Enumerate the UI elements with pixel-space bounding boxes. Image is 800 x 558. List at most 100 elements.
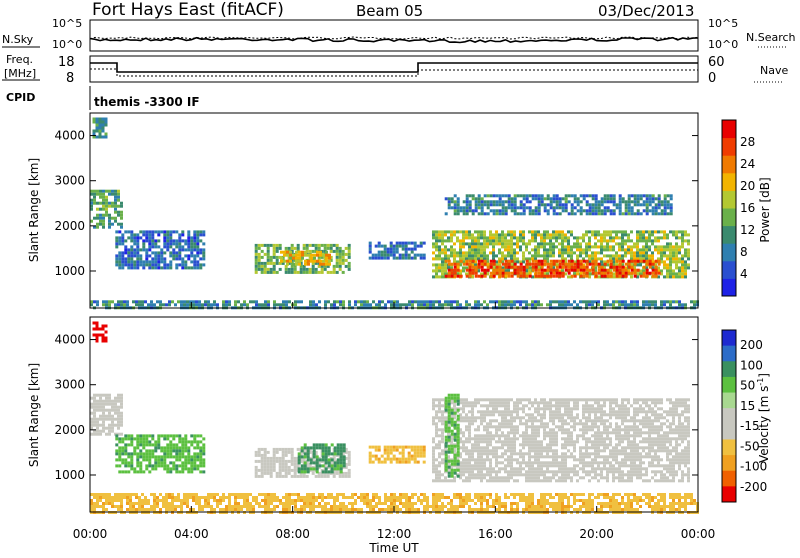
- power-cell-6: [483, 230, 486, 233]
- power-cell-9: [504, 300, 507, 303]
- power-cell-6: [621, 236, 624, 239]
- power-cell-4: [328, 254, 331, 257]
- power-cell-6: [687, 239, 690, 242]
- velocity-cell-6: [594, 470, 597, 473]
- velocity-cell-6: [561, 404, 564, 407]
- power-cell-9: [318, 300, 321, 303]
- power-cell-8: [607, 197, 610, 200]
- power-cell-3: [255, 268, 258, 271]
- velocity-cell-0: [108, 433, 111, 436]
- velocity-cell-6: [507, 440, 510, 443]
- power-cell-1: [99, 124, 102, 127]
- velocity-cell-6: [477, 461, 480, 464]
- velocity-cell-5: [420, 446, 423, 449]
- velocity-cell-6: [522, 452, 525, 455]
- power-cell-9: [411, 300, 414, 303]
- velocity-cell-2: [163, 464, 166, 467]
- power-cell-2: [127, 230, 130, 233]
- power-cell-6: [624, 239, 627, 242]
- power-cell-8: [466, 209, 469, 212]
- velocity-cell-6: [564, 407, 567, 410]
- power-cell-8: [610, 197, 613, 200]
- velocity-cell-6: [471, 446, 474, 449]
- power-cell-6: [681, 272, 684, 275]
- velocity-cell-6: [546, 401, 549, 404]
- velocity-cell-6: [534, 458, 537, 461]
- power-cell-9: [315, 303, 318, 306]
- velocity-cell-3: [264, 451, 267, 454]
- power-cell-3: [270, 262, 273, 265]
- velocity-cell-6: [588, 464, 591, 467]
- velocity-cell-6: [513, 473, 516, 476]
- velocity-cell-6: [513, 449, 516, 452]
- velocity-cell-6: [507, 422, 510, 425]
- power-cell-8: [586, 209, 589, 212]
- velocity-cell-0: [120, 421, 123, 424]
- power-cell-2: [136, 233, 139, 236]
- power-cell-2: [136, 251, 139, 254]
- velocity-cell-4: [325, 443, 328, 446]
- power-cell-6: [663, 266, 666, 269]
- power-cell-5: [414, 254, 417, 257]
- velocity-cell-6: [588, 479, 591, 482]
- power-cell-6: [645, 236, 648, 239]
- power-cell-6: [678, 272, 681, 275]
- velocity-cell-5: [387, 452, 390, 455]
- power-cell-2: [121, 260, 124, 263]
- velocity-cell-6: [504, 443, 507, 446]
- power-cell-0: [117, 196, 120, 199]
- power-cell-2: [196, 251, 199, 254]
- power-cell-9: [117, 303, 120, 306]
- power-cell-9: [555, 300, 558, 303]
- velocity-cell-6: [528, 407, 531, 410]
- velocity-cell-6: [531, 479, 534, 482]
- power-cell-6: [492, 239, 495, 242]
- power-cell-8: [595, 209, 598, 212]
- power-cell-6: [489, 239, 492, 242]
- power-cell-2: [175, 266, 178, 269]
- power-cell-6: [507, 242, 510, 245]
- velocity-cell-5: [375, 458, 378, 461]
- velocity-cell-6: [582, 455, 585, 458]
- power-cell-3: [306, 271, 309, 274]
- power-cell-8: [475, 200, 478, 203]
- velocity-cell-6: [525, 422, 528, 425]
- velocity-cell-6: [531, 440, 534, 443]
- power-cell-9: [591, 303, 594, 306]
- power-cell-9: [171, 300, 174, 303]
- power-cell-9: [492, 300, 495, 303]
- velocity-cell-6: [570, 419, 573, 422]
- power-cell-8: [451, 206, 454, 209]
- velocity-cell-2: [184, 464, 187, 467]
- power-cell-0: [102, 205, 105, 208]
- velocity-cell-6: [603, 449, 606, 452]
- velocity-cell-6: [504, 476, 507, 479]
- velocity-cell-6: [492, 425, 495, 428]
- power-cell-8: [562, 206, 565, 209]
- velocity-cell-6: [477, 428, 480, 431]
- power-cell-6: [534, 239, 537, 242]
- power-cell-6: [684, 233, 687, 236]
- power-cell-6: [666, 254, 669, 257]
- power-cell-5: [378, 242, 381, 245]
- power-cell-8: [487, 212, 490, 215]
- velocity-cell-5: [369, 446, 372, 449]
- velocity-cell-4: [316, 461, 319, 464]
- velocity-cell-6: [474, 449, 477, 452]
- power-cell-6: [618, 248, 621, 251]
- velocity-cell-6: [552, 473, 555, 476]
- power-cell-6: [618, 242, 621, 245]
- velocity-cell-2: [133, 437, 136, 440]
- power-cell-4: [298, 251, 301, 254]
- power-cell-6: [567, 248, 570, 251]
- power-cell-8: [475, 203, 478, 206]
- velocity-cell-6: [594, 401, 597, 404]
- power-cell-6: [684, 269, 687, 272]
- velocity-cell-6: [474, 443, 477, 446]
- power-cell-9: [174, 303, 177, 306]
- velocity-cell-4: [322, 464, 325, 467]
- power-cell-5: [411, 242, 414, 245]
- velocity-cell-6: [573, 440, 576, 443]
- velocity-cell-6: [465, 401, 468, 404]
- velocity-cell-4: [322, 470, 325, 473]
